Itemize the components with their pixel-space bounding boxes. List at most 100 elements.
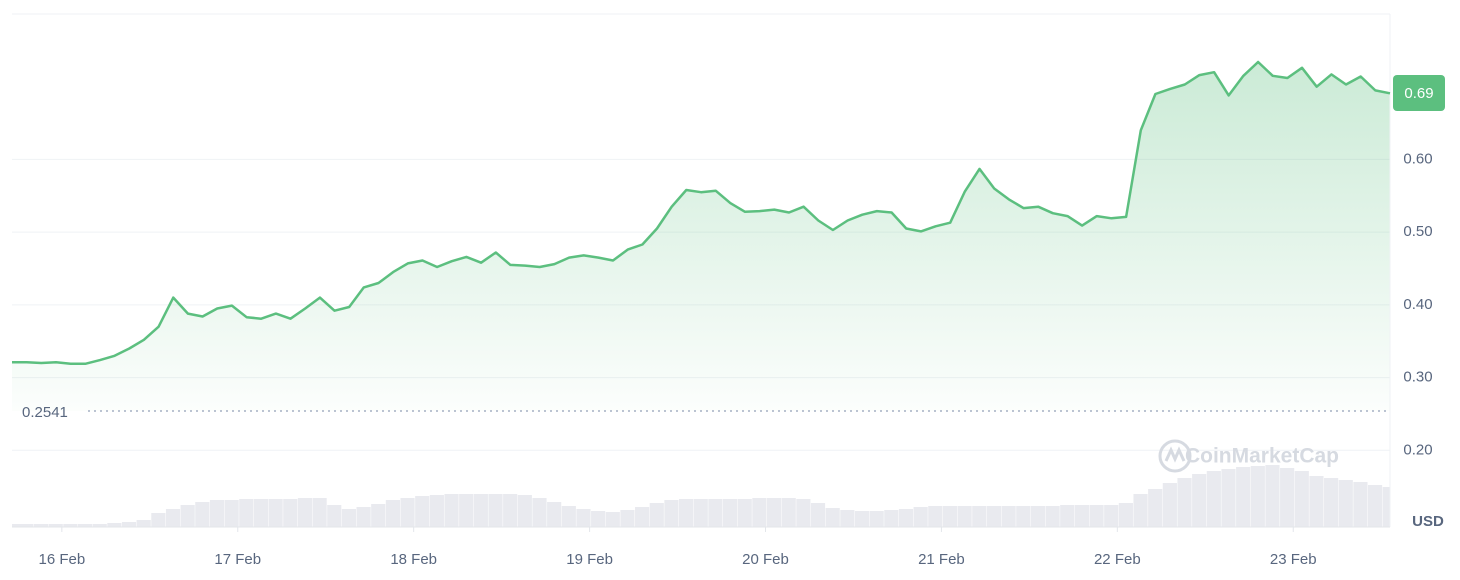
volume-bar <box>884 510 899 527</box>
volume-bar <box>92 524 107 527</box>
volume-bar <box>869 511 884 527</box>
volume-bar <box>635 507 650 527</box>
volume-bar <box>341 509 356 527</box>
volume-bar <box>327 505 342 527</box>
volume-bar <box>1265 465 1280 527</box>
volume-bar <box>1250 466 1265 527</box>
baseline-label: 0.2541 <box>22 404 68 421</box>
volume-bar <box>444 494 459 527</box>
volume-bar <box>928 506 943 527</box>
watermark: CoinMarketCap <box>1185 445 1339 468</box>
volume-bar <box>33 524 49 527</box>
volume-bar <box>1309 476 1324 527</box>
x-tick-label: 19 Feb <box>566 551 613 568</box>
volume-bar <box>1206 471 1221 527</box>
volume-bar <box>107 523 122 527</box>
volume-bar <box>1236 467 1251 527</box>
volume-bar <box>1192 474 1207 527</box>
volume-bar <box>385 500 400 527</box>
volume-bar <box>151 513 166 527</box>
volume-bar <box>1338 480 1353 527</box>
price-badge <box>1393 74 1445 111</box>
volume-bar <box>693 499 708 527</box>
volume-bar <box>63 524 78 527</box>
unit-label: USD <box>1412 513 1444 530</box>
volume-bar <box>1030 506 1045 527</box>
volume-bar <box>722 499 738 527</box>
volume-bar <box>1294 471 1309 527</box>
volume-bar <box>459 494 474 527</box>
volume-bar <box>547 502 562 527</box>
price-line <box>12 60 1391 366</box>
volume-bar <box>957 506 972 527</box>
volume-bar <box>503 494 518 527</box>
volume-bar <box>224 500 239 527</box>
volume-bar <box>19 524 34 527</box>
volume-bar <box>1016 506 1031 527</box>
volume-bar <box>165 509 181 527</box>
volume-bar <box>532 498 547 527</box>
volume-bar <box>371 504 386 527</box>
volume-bar <box>77 524 93 527</box>
volume-bar <box>1089 505 1104 527</box>
volume-bar <box>620 510 635 527</box>
volume-bar <box>356 507 371 527</box>
volume-bar <box>1045 506 1060 527</box>
volume-bar <box>180 505 195 527</box>
volume-bar <box>48 524 63 527</box>
volume-bar <box>488 494 503 527</box>
volume-bar <box>517 495 532 527</box>
x-tick-label: 16 Feb <box>38 551 85 568</box>
volume-bar <box>766 498 782 527</box>
watermark-logo <box>1158 439 1192 473</box>
y-tick-label: 0.40 <box>1403 296 1432 313</box>
volume-bar <box>1382 487 1390 527</box>
volume-bar <box>1324 478 1339 527</box>
volume-bar <box>898 509 914 527</box>
volume-bar <box>1148 489 1163 527</box>
volume-bar <box>576 509 591 527</box>
volume-bars <box>12 465 1390 527</box>
volume-bar <box>752 498 767 527</box>
volume-bar <box>209 500 225 527</box>
x-tick-label: 22 Feb <box>1094 551 1141 568</box>
volume-bar <box>1368 485 1383 527</box>
x-tick-label: 21 Feb <box>918 551 965 568</box>
volume-bar <box>253 499 269 527</box>
volume-bar <box>591 511 606 527</box>
volume-bar <box>796 499 811 527</box>
y-tick-label: 0.50 <box>1403 223 1432 240</box>
volume-bar <box>942 506 958 527</box>
y-tick-label: 0.20 <box>1403 441 1432 458</box>
volume-bar <box>986 506 1002 527</box>
volume-bar <box>473 494 488 527</box>
volume-bar <box>605 512 620 527</box>
volume-bar <box>121 522 137 527</box>
volume-bar <box>400 498 415 527</box>
volume-bar <box>195 502 210 527</box>
volume-bar <box>283 499 298 527</box>
volume-bar <box>737 499 752 527</box>
volume-bar <box>1280 468 1295 527</box>
volume-bar <box>664 500 679 527</box>
volume-bar <box>708 499 723 527</box>
volume-bar <box>1133 494 1148 527</box>
volume-bar <box>649 503 664 527</box>
x-tick-label: 18 Feb <box>390 551 437 568</box>
volume-bar <box>561 506 576 527</box>
volume-bar <box>854 511 870 527</box>
price-badge-label: 0.69 <box>1404 85 1433 102</box>
volume-bar <box>268 499 283 527</box>
volume-bar <box>1221 469 1236 527</box>
volume-bar <box>1177 478 1192 527</box>
y-tick-label: 0.30 <box>1403 369 1432 386</box>
volume-bar <box>429 495 444 527</box>
volume-bar <box>1074 505 1089 527</box>
volume-bar <box>1353 482 1368 527</box>
volume-bar <box>12 524 27 527</box>
volume-bar <box>972 506 987 527</box>
volume-bar <box>913 507 928 527</box>
volume-bar <box>1162 483 1177 527</box>
volume-bar <box>825 508 840 527</box>
